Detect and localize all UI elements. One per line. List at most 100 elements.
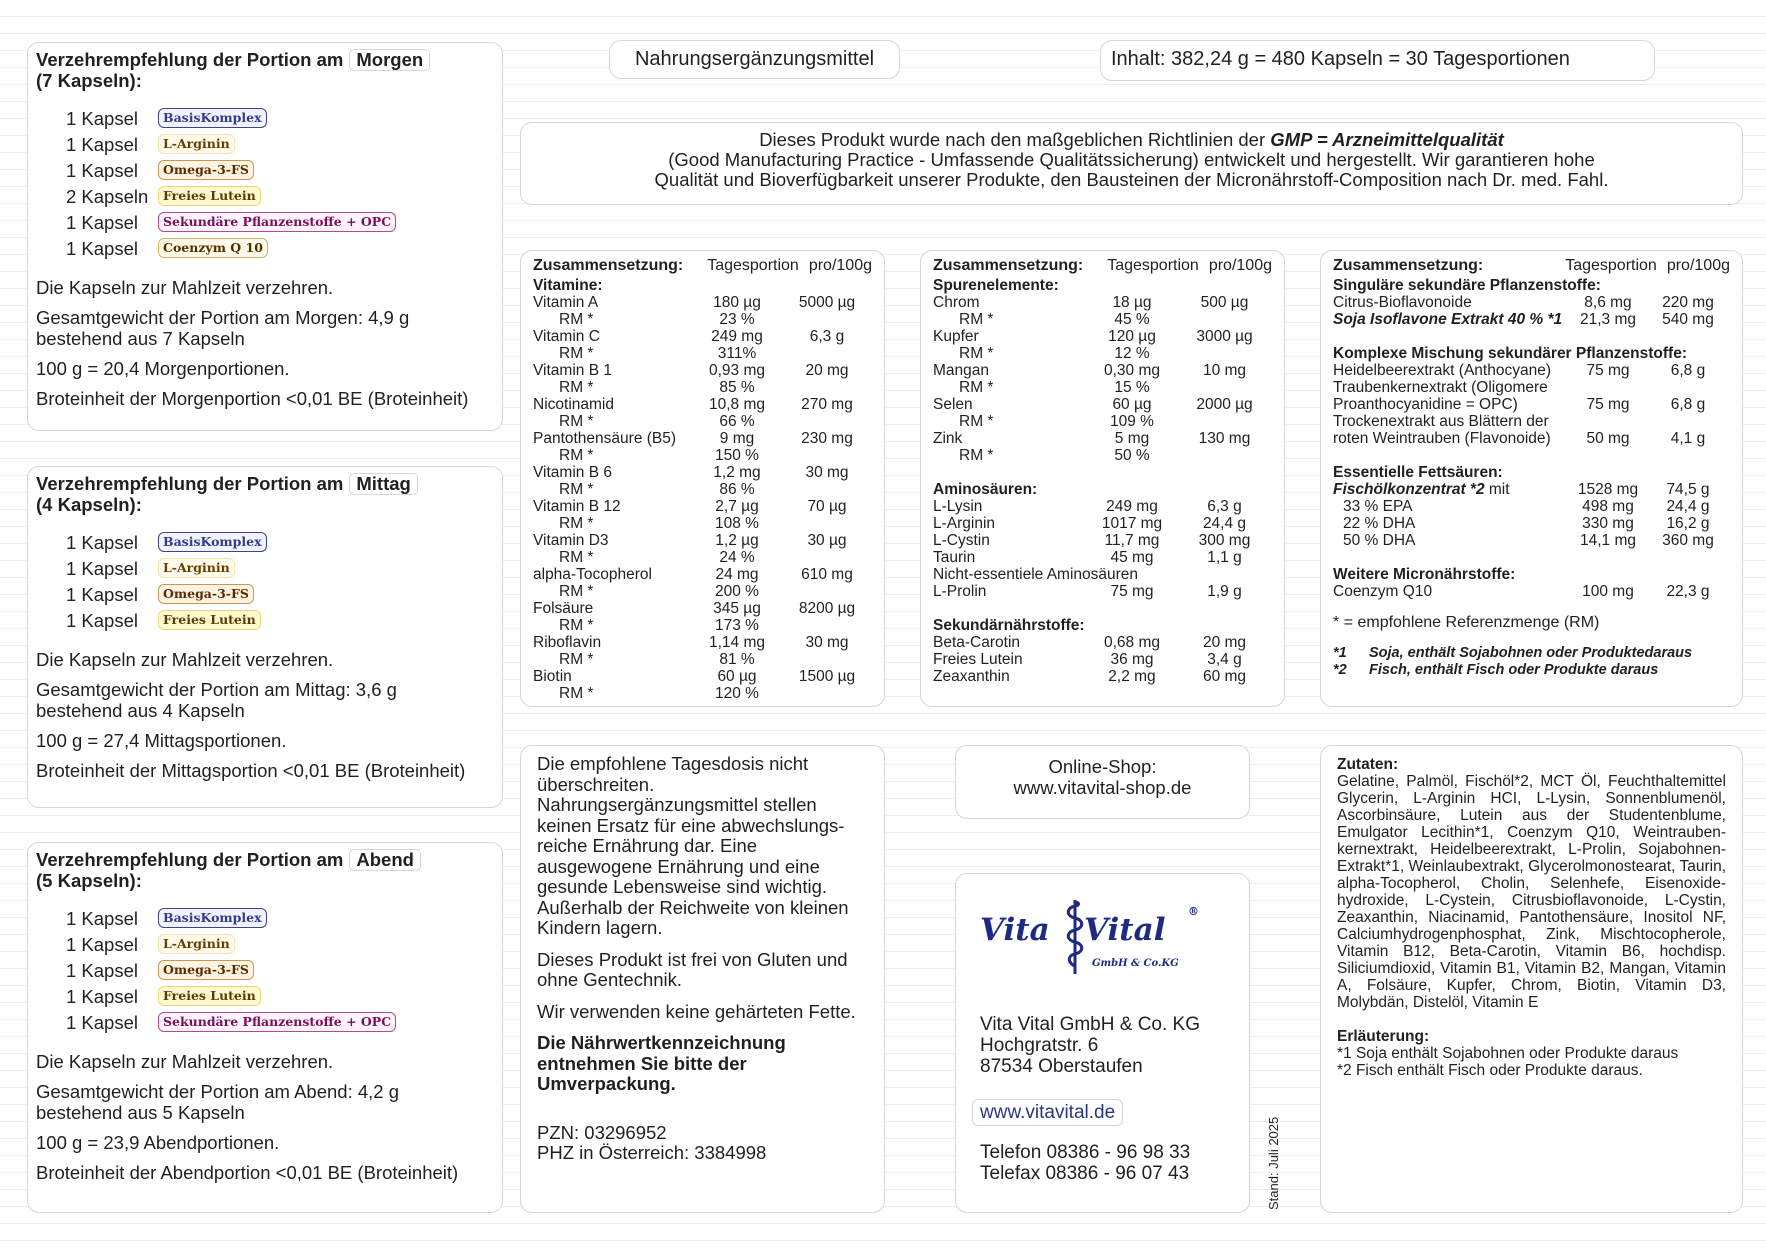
product-badge: BasisKomplex bbox=[158, 908, 267, 928]
rm-label: RM * bbox=[559, 413, 594, 430]
rm-label: RM * bbox=[559, 447, 594, 464]
nutrient-name: Riboflavin bbox=[533, 634, 692, 651]
product-badge: Omega-3-FS bbox=[158, 160, 254, 180]
rm-label: RM * bbox=[559, 617, 594, 634]
table-row: Beta-Carotin 0,68 mg 20 mg bbox=[933, 634, 1272, 651]
logo-text-a: Vita bbox=[980, 912, 1050, 948]
capsule-item: 1 Kapsel BasisKomplex bbox=[66, 105, 494, 131]
table-row: Heidelbeerextrakt (Anthocyane) 75 mg 6,8 g bbox=[1333, 362, 1730, 379]
daily-value: 24 mg bbox=[715, 566, 759, 583]
rm-empty bbox=[782, 447, 872, 464]
rm-empty bbox=[1177, 447, 1272, 464]
nutrient-name: 22 % DHA bbox=[1333, 515, 1570, 532]
nutrient-label: Nicotinamid bbox=[533, 396, 614, 413]
meal-weight: Gesamtgewicht der Portion am Morgen: 4,9… bbox=[36, 307, 410, 328]
footnote-key: *2 bbox=[1333, 662, 1347, 678]
nutrient-label: Traubenkernextrakt (Oligomere bbox=[1333, 379, 1548, 396]
info-fats: Wir verwenden keine gehärteten Fette. bbox=[537, 1000, 856, 1022]
rm-row: RM * 150 % bbox=[533, 447, 872, 464]
rm-value: 311% bbox=[717, 345, 757, 362]
meal-title-text: Verzehrempfehlung der Portion am bbox=[36, 49, 344, 70]
registered-mark: ® bbox=[1188, 905, 1199, 918]
table-row: Selen 60 µg 2000 µg bbox=[933, 396, 1272, 413]
nutrient-name: Vitamin B 1 bbox=[533, 362, 692, 379]
section-title: Sekundärnährstoffe: bbox=[933, 617, 1085, 634]
nutrient-name: Traubenkernextrakt (Oligomere bbox=[1333, 379, 1730, 396]
daily-value: 1,14 mg bbox=[708, 634, 765, 651]
daily-value: 14,1 mg bbox=[1579, 532, 1636, 549]
nutrient-label: Mangan bbox=[933, 362, 990, 379]
table-row: Trockenextrakt aus Blättern der bbox=[1333, 413, 1730, 430]
meal-bread-units: Broteinheit der Abendportion <0,01 BE (B… bbox=[36, 1162, 459, 1183]
rm-row: RM * 23 % bbox=[533, 311, 872, 328]
capsule-item: 1 Kapsel Freies Lutein bbox=[66, 607, 494, 633]
meal-time: Abend bbox=[349, 849, 421, 871]
rm-empty bbox=[782, 617, 872, 634]
table-row: L-Prolin 75 mg 1,9 g bbox=[933, 583, 1272, 600]
daily-value: 75 mg bbox=[1586, 362, 1630, 379]
explanation-2: *2 Fisch enthält Fisch oder Produkte dar… bbox=[1337, 1062, 1643, 1079]
rm-row: RM * 45 % bbox=[933, 311, 1272, 328]
capsule-count: (4 Kapseln): bbox=[36, 494, 142, 515]
daily-value: 45 mg bbox=[1110, 549, 1154, 566]
per100-value: 1,9 g bbox=[1207, 583, 1242, 600]
per100-value: 74,5 g bbox=[1666, 481, 1710, 498]
composition-table: Zusammensetzung: Tagesportion pro/100g Vita… bbox=[520, 250, 885, 707]
footnote: *1 Soja, enthält Sojabohnen oder Produkte… bbox=[1333, 645, 1730, 662]
nutrient-label: Heidelbeerextrakt (Anthocyane) bbox=[1333, 362, 1551, 379]
table-row: Pantothensäure (B5) 9 mg 230 mg bbox=[533, 430, 872, 447]
nutrient-name: Vitamin C bbox=[533, 328, 692, 345]
nutrient-label: Fischölkonzentrat *2 bbox=[1333, 481, 1485, 498]
nutrient-name: Biotin bbox=[533, 668, 692, 685]
nutrient-name: Nicotinamid bbox=[533, 396, 692, 413]
website-link[interactable]: www.vitavital.de bbox=[972, 1099, 1124, 1126]
meal-weight: Gesamtgewicht der Portion am Mittag: 3,6… bbox=[36, 679, 397, 700]
meal-bread-units: Broteinheit der Mittagsportion <0,01 BE … bbox=[36, 760, 466, 781]
content-text: Inhalt: 382,24 g = 480 Kapseln = 30 Tage… bbox=[1111, 48, 1570, 70]
daily-value: 75 mg bbox=[1110, 583, 1154, 600]
capsule-qty: 1 Kapsel bbox=[66, 933, 138, 955]
section-title: Vitamine: bbox=[533, 277, 603, 294]
capsule-count: (5 Kapseln): bbox=[36, 870, 142, 891]
meal-portions: 100 g = 27,4 Mittagsportionen. bbox=[36, 730, 287, 751]
capsule-item: 1 Kapsel Sekundäre Pflanzenstoffe + OPC bbox=[66, 209, 494, 235]
header-title: Zusammensetzung: bbox=[1333, 257, 1484, 274]
rm-label: RM * bbox=[559, 481, 594, 498]
rm-row: RM * 86 % bbox=[533, 481, 872, 498]
header-columns: Tagesportion pro/100g bbox=[1107, 257, 1272, 274]
table-row: Proanthocyanidine = OPC) 75 mg 6,8 g bbox=[1333, 396, 1730, 413]
capsule-qty: 1 Kapsel bbox=[66, 107, 138, 129]
rm-row: RM * 311% bbox=[533, 345, 872, 362]
header-per100: pro/100g bbox=[1208, 257, 1272, 274]
nutrient-name: Vitamin B 6 bbox=[533, 464, 692, 481]
product-badge: Freies Lutein bbox=[158, 986, 261, 1006]
rm-value: 24 % bbox=[719, 549, 755, 566]
nutrient-label: Selen bbox=[933, 396, 973, 413]
table-row: 22 % DHA 330 mg 16,2 g bbox=[1333, 515, 1730, 532]
meal-note: Die Kapseln zur Mahlzeit verzehren. bbox=[36, 1051, 334, 1072]
nutrient-label: L-Prolin bbox=[933, 583, 987, 600]
per100-value: 300 mg bbox=[1198, 532, 1251, 549]
section-title: Singuläre sekundäre Pflanzenstoffe: bbox=[1333, 277, 1601, 294]
meal-portions: 100 g = 20,4 Morgenportionen. bbox=[36, 358, 290, 379]
product-badge: BasisKomplex bbox=[158, 532, 267, 552]
daily-value: 249 mg bbox=[1106, 498, 1158, 515]
table-row: Biotin 60 µg 1500 µg bbox=[533, 668, 872, 685]
product-badge: Sekundäre Pflanzenstoffe + OPC bbox=[158, 212, 397, 232]
nutrient-name: L-Prolin bbox=[933, 583, 1087, 600]
section-title: Spurenelemente: bbox=[933, 277, 1059, 294]
capsule-item: 1 Kapsel BasisKomplex bbox=[66, 905, 494, 931]
gmp-line2: (Good Manufacturing Practice - Umfassend… bbox=[668, 149, 1595, 170]
rm-row: RM * 120 % bbox=[533, 685, 872, 702]
per100-value: 220 mg bbox=[1662, 294, 1714, 311]
rm-value: 45 % bbox=[1114, 311, 1150, 328]
nutrient-name: Chrom bbox=[933, 294, 1087, 311]
rm-row: RM * 81 % bbox=[533, 651, 872, 668]
nutrient-label: Soja Isoflavone Extrakt 40 % *1 bbox=[1333, 311, 1563, 328]
rm-label: RM * bbox=[559, 685, 594, 702]
per100-value: 270 mg bbox=[801, 396, 853, 413]
rm-row: RM * 108 % bbox=[533, 515, 872, 532]
daily-value: 249 mg bbox=[711, 328, 763, 345]
shop-link[interactable]: www.vitavital-shop.de bbox=[1013, 777, 1192, 798]
nutrient-name: Soja Isoflavone Extrakt 40 % *1 bbox=[1333, 311, 1570, 328]
